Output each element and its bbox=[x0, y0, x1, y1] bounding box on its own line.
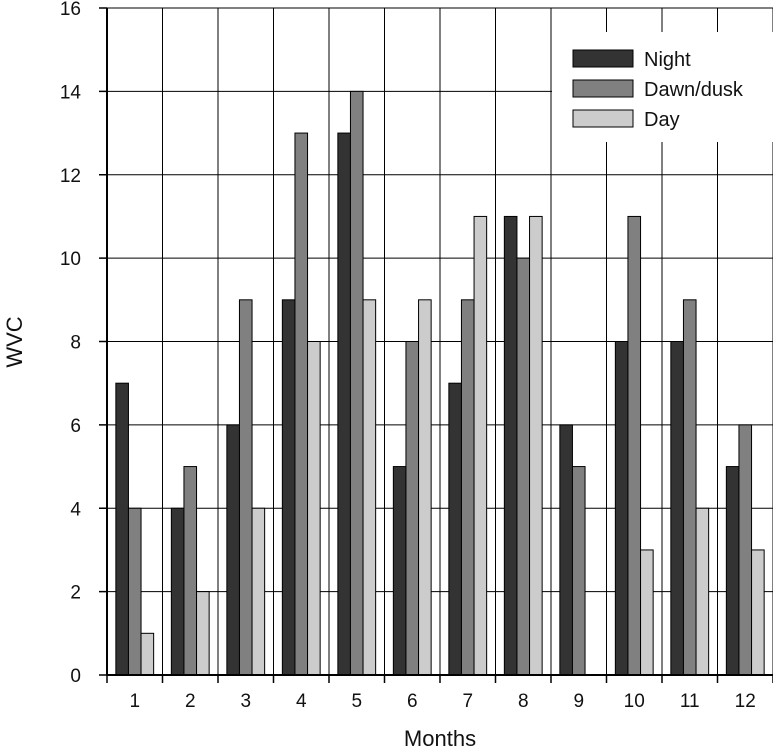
y-tick-label: 10 bbox=[60, 249, 81, 270]
bar-dawn-dusk-5 bbox=[349, 90, 364, 676]
legend-label-dawn-dusk: Dawn/dusk bbox=[644, 79, 744, 101]
bar-day-8 bbox=[529, 215, 543, 676]
legend: Night Dawn/dusk Day bbox=[552, 32, 773, 142]
legend-label-day: Day bbox=[644, 109, 680, 131]
y-tick-label: 16 bbox=[60, 0, 81, 20]
legend-swatch-day bbox=[572, 109, 634, 128]
bar-night-11 bbox=[670, 341, 684, 676]
x-tick-label: 5 bbox=[351, 691, 362, 712]
x-tick-label: 10 bbox=[624, 691, 645, 712]
bar-night-9 bbox=[559, 424, 573, 676]
bar-day-2 bbox=[196, 591, 210, 676]
x-tick-label: 8 bbox=[518, 691, 529, 712]
y-tick-label: 6 bbox=[70, 416, 81, 437]
bar-night-3 bbox=[226, 424, 240, 676]
x-tick-label: 1 bbox=[129, 691, 140, 712]
bar-day-3 bbox=[251, 507, 266, 676]
y-tick-label: 0 bbox=[70, 666, 81, 687]
legend-label-night: Night bbox=[644, 49, 691, 71]
y-tick-label: 12 bbox=[60, 166, 81, 187]
bar-dawn-dusk-8 bbox=[516, 257, 531, 676]
bar-day-6 bbox=[418, 299, 432, 676]
bars-layer bbox=[115, 90, 765, 676]
bar-dawn-dusk-9 bbox=[571, 466, 586, 676]
axes bbox=[99, 7, 773, 683]
y-tick-label: 14 bbox=[60, 82, 82, 103]
bar-night-12 bbox=[725, 466, 740, 676]
bar-day-1 bbox=[140, 632, 155, 676]
bar-dawn-dusk-10 bbox=[627, 215, 642, 676]
bar-dawn-dusk-6 bbox=[405, 341, 420, 676]
bar-dawn-dusk-11 bbox=[682, 299, 697, 676]
bar-day-11 bbox=[695, 507, 710, 676]
bar-dawn-dusk-1 bbox=[127, 507, 142, 676]
bar-night-2 bbox=[170, 507, 185, 676]
grid-lines bbox=[106, 7, 773, 676]
x-tick-label: 6 bbox=[407, 691, 418, 712]
bar-day-4 bbox=[307, 341, 321, 676]
bar-dawn-dusk-4 bbox=[294, 132, 309, 676]
bar-night-10 bbox=[614, 341, 629, 676]
x-tick-label: 12 bbox=[735, 691, 756, 712]
y-tick-label: 4 bbox=[70, 499, 81, 520]
x-axis-title: Months bbox=[404, 726, 476, 751]
x-tick-label: 9 bbox=[573, 691, 584, 712]
y-tick-label: 8 bbox=[70, 333, 81, 354]
bar-night-1 bbox=[115, 382, 129, 676]
bar-night-8 bbox=[503, 215, 518, 676]
y-axis-title: WVC bbox=[2, 316, 27, 367]
bar-dawn-dusk-12 bbox=[738, 424, 753, 676]
bar-dawn-dusk-3 bbox=[238, 299, 253, 676]
bar-night-7 bbox=[448, 382, 462, 676]
bar-day-10 bbox=[640, 549, 654, 676]
y-tick-label: 2 bbox=[70, 583, 81, 604]
bar-dawn-dusk-7 bbox=[460, 299, 475, 676]
x-tick-label: 2 bbox=[185, 691, 196, 712]
legend-swatch-night bbox=[572, 49, 634, 68]
bar-night-4 bbox=[281, 299, 296, 676]
bar-day-7 bbox=[473, 215, 488, 676]
x-tick-label: 4 bbox=[296, 691, 307, 712]
legend-swatch-dawn-dusk bbox=[572, 79, 634, 98]
bar-night-6 bbox=[392, 466, 407, 676]
bar-day-5 bbox=[362, 299, 377, 676]
bar-day-12 bbox=[751, 549, 765, 676]
x-tick-label: 7 bbox=[462, 691, 473, 712]
x-tick-label: 3 bbox=[240, 691, 251, 712]
bar-night-5 bbox=[337, 132, 351, 676]
bar-dawn-dusk-2 bbox=[183, 466, 198, 676]
x-tick-label: 11 bbox=[680, 691, 700, 712]
